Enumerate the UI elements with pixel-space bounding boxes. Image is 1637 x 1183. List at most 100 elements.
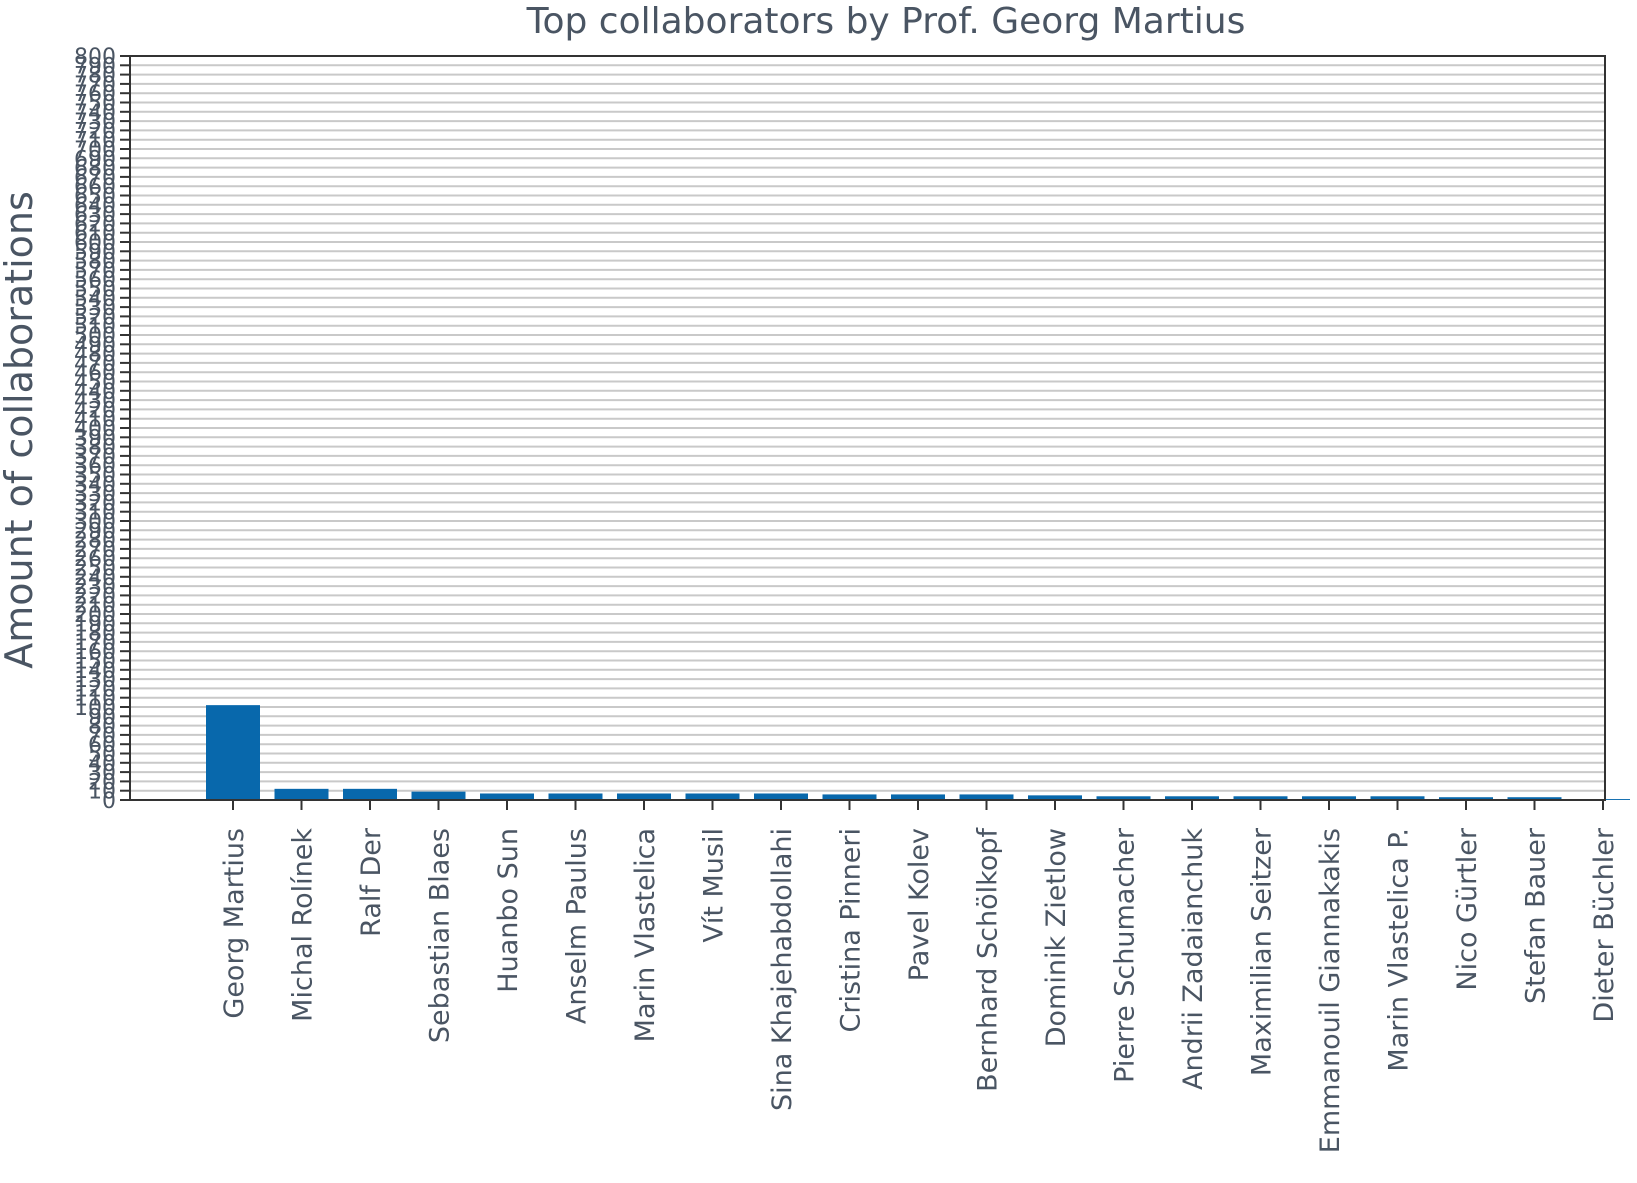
x-tick-label: Dieter Büchler bbox=[1589, 827, 1620, 1022]
y-tick-label: 150 bbox=[74, 650, 116, 675]
y-tick-label: 750 bbox=[74, 92, 116, 117]
bar bbox=[343, 788, 397, 800]
y-tick-label: 440 bbox=[74, 380, 116, 405]
y-tick-label: 310 bbox=[74, 501, 116, 526]
y-tick-label: 530 bbox=[74, 296, 116, 321]
x-tick-label: Sina Khajehabdollahi bbox=[767, 828, 798, 1111]
y-tick-label: 90 bbox=[88, 705, 116, 730]
y-tick-label: 120 bbox=[74, 677, 116, 702]
y-tick-label: 110 bbox=[74, 687, 116, 712]
y-tick-label: 800 bbox=[74, 45, 116, 70]
y-tick-label: 650 bbox=[74, 185, 116, 210]
bar bbox=[1302, 796, 1356, 800]
bar bbox=[617, 793, 671, 800]
x-tick-label: Stefan Bauer bbox=[1521, 827, 1552, 1004]
x-tick-label: Huanbo Sun bbox=[493, 828, 524, 993]
y-tick-label: 70 bbox=[88, 724, 116, 749]
y-tick-label: 30 bbox=[88, 761, 116, 786]
x-tick-label: Emmanouil Giannakakis bbox=[1315, 828, 1346, 1153]
y-tick-label: 240 bbox=[74, 566, 116, 591]
y-axis: 0102030405060708090100110120130140150160… bbox=[74, 45, 130, 814]
bar bbox=[1233, 796, 1288, 800]
bar bbox=[891, 794, 945, 800]
bar bbox=[822, 794, 877, 800]
y-tick-label: 340 bbox=[74, 473, 116, 498]
y-tick-label: 460 bbox=[74, 361, 116, 386]
y-tick-label: 540 bbox=[74, 287, 116, 312]
y-axis-label: Amount of collaborations bbox=[0, 191, 41, 669]
x-tick-label: Marin Vlastelica P. bbox=[1384, 828, 1415, 1072]
y-tick-label: 700 bbox=[74, 138, 116, 163]
y-tick-label: 80 bbox=[88, 715, 116, 740]
x-tick-label: Maximilian Seitzer bbox=[1247, 827, 1278, 1076]
x-tick-label: Dominik Zietlow bbox=[1041, 828, 1072, 1047]
y-tick-label: 230 bbox=[74, 575, 116, 600]
bar bbox=[480, 793, 534, 800]
y-tick-label: 690 bbox=[74, 147, 116, 172]
y-tick-label: 640 bbox=[74, 194, 116, 219]
x-tick-label: Ralf Der bbox=[356, 827, 387, 937]
x-tick-label: Pavel Kolev bbox=[904, 828, 935, 981]
bar bbox=[206, 705, 260, 800]
y-tick-label: 590 bbox=[74, 240, 116, 265]
y-tick-label: 50 bbox=[88, 743, 116, 768]
x-tick-label: Michal Rolínek bbox=[288, 828, 319, 1022]
y-tick-label: 720 bbox=[74, 119, 116, 144]
bar bbox=[959, 794, 1014, 800]
y-tick-label: 790 bbox=[74, 54, 116, 79]
x-tick-label: Nico Gürtler bbox=[1452, 827, 1483, 990]
y-tick-label: 480 bbox=[74, 343, 116, 368]
y-tick-label: 60 bbox=[88, 733, 116, 758]
bar bbox=[1028, 795, 1082, 800]
bar bbox=[1507, 797, 1562, 800]
y-tick-label: 610 bbox=[74, 222, 116, 247]
x-axis: Georg Martius Michal Rolínek Ralf Der Sebas… bbox=[219, 800, 1620, 1153]
bar bbox=[548, 793, 603, 800]
y-tick-label: 510 bbox=[74, 315, 116, 340]
chart-title: Top collaborators by Prof. Georg Martius bbox=[526, 1, 1246, 42]
y-tick-label: 250 bbox=[74, 557, 116, 582]
x-tick-label: Bernhard Schölkopf bbox=[973, 827, 1004, 1092]
y-tick-label: 520 bbox=[74, 305, 116, 330]
y-tick-label: 280 bbox=[74, 529, 116, 554]
y-tick-label: 550 bbox=[74, 278, 116, 303]
y-tick-label: 420 bbox=[74, 398, 116, 423]
x-tick-label: Vít Musil bbox=[699, 828, 730, 943]
y-tick-label: 10 bbox=[88, 780, 116, 805]
y-tick-label: 220 bbox=[74, 584, 116, 609]
y-tick-label: 170 bbox=[74, 631, 116, 656]
y-tick-label: 630 bbox=[74, 203, 116, 228]
y-tick-label: 470 bbox=[74, 352, 116, 377]
y-tick-label: 740 bbox=[74, 101, 116, 126]
bar bbox=[754, 793, 808, 800]
y-tick-label: 140 bbox=[74, 659, 116, 684]
y-tick-label: 130 bbox=[74, 668, 116, 693]
y-tick-label: 260 bbox=[74, 547, 116, 572]
y-tick-label: 680 bbox=[74, 157, 116, 182]
bar bbox=[1165, 796, 1219, 800]
y-tick-label: 360 bbox=[74, 454, 116, 479]
y-tick-label: 580 bbox=[74, 250, 116, 275]
y-tick-label: 390 bbox=[74, 426, 116, 451]
y-tick-label: 710 bbox=[74, 129, 116, 154]
x-tick-label: Georg Martius bbox=[219, 828, 250, 1019]
x-tick-label: Pierre Schumacher bbox=[1110, 827, 1141, 1083]
y-tick-label: 100 bbox=[74, 696, 116, 721]
y-tick-label: 450 bbox=[74, 371, 116, 396]
y-tick-label: 330 bbox=[74, 482, 116, 507]
y-tick-label: 780 bbox=[74, 64, 116, 89]
y-tick-label: 570 bbox=[74, 259, 116, 284]
bar bbox=[1439, 797, 1493, 800]
bar bbox=[411, 791, 466, 800]
y-tick-label: 180 bbox=[74, 622, 116, 647]
y-tick-label: 600 bbox=[74, 231, 116, 256]
y-tick-label: 160 bbox=[74, 640, 116, 665]
y-tick-label: 490 bbox=[74, 333, 116, 358]
y-tick-label: 320 bbox=[74, 491, 116, 516]
y-tick-label: 500 bbox=[74, 324, 116, 349]
grid-lines bbox=[130, 55, 1605, 801]
y-tick-label: 40 bbox=[88, 752, 116, 777]
bar bbox=[1096, 796, 1151, 800]
